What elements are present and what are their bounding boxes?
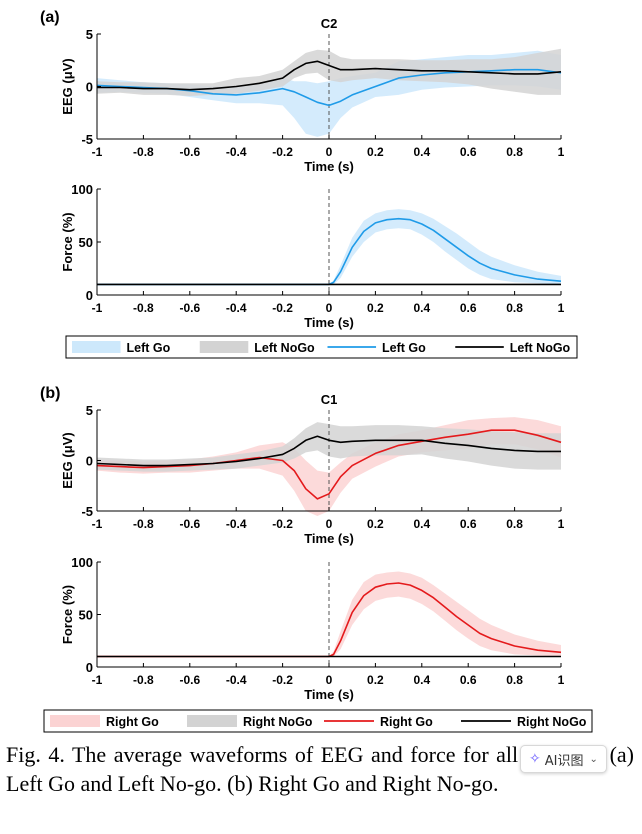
legend-box <box>65 335 578 359</box>
y-axis-label: EEG (μV) <box>60 432 75 488</box>
legend-entry-label: Right Go <box>380 715 433 729</box>
x-tick-label: -0.6 <box>179 145 200 159</box>
x-tick-label: 0 <box>326 301 333 315</box>
x-tick-label: 0 <box>326 673 333 687</box>
series-line-right-nogo <box>96 435 561 467</box>
x-tick-label: 0.8 <box>506 145 523 159</box>
legend-entry-label: Left Go <box>127 341 171 355</box>
x-tick-label: -0.6 <box>179 517 200 531</box>
x-tick-label: 0.2 <box>367 517 384 531</box>
legend-entry-label: Right Go <box>106 715 159 729</box>
y-axis-label: Force (%) <box>60 585 75 644</box>
y-axis-label: Force (%) <box>60 212 75 271</box>
x-tick-label: 0.6 <box>460 673 477 687</box>
series-line-left-go <box>97 217 562 286</box>
x-tick-label: -0.4 <box>226 145 247 159</box>
legend-swatch-band <box>187 715 237 727</box>
x-tick-label: 0.4 <box>413 517 430 531</box>
x-axis-label: Time (s) <box>304 315 354 330</box>
x-tick-label: 0 <box>326 145 333 159</box>
x-tick-label: 1 <box>558 145 565 159</box>
legend-entry-label: Left NoGo <box>510 341 571 355</box>
x-tick-label: 0.2 <box>367 145 384 159</box>
x-tick-label: 1 <box>558 517 565 531</box>
x-tick-label: -1 <box>92 145 103 159</box>
x-axis-label: Time (s) <box>304 531 354 546</box>
band-left-go <box>97 209 561 285</box>
legend-swatch-band <box>199 341 249 353</box>
x-tick-label: 0.2 <box>367 673 384 687</box>
legend-entry-label: Right NoGo <box>243 715 313 729</box>
x-tick-label: -0.2 <box>272 301 293 315</box>
legend-entry-label: Left NoGo <box>254 341 315 355</box>
x-tick-label: -1 <box>92 301 103 315</box>
x-tick-label: -0.8 <box>133 517 154 531</box>
series-line-right-go <box>97 582 562 658</box>
y-tick-label: -5 <box>81 504 93 519</box>
y-tick-label: 50 <box>79 235 93 250</box>
x-tick-label: -0.8 <box>133 145 154 159</box>
x-tick-label: 0.4 <box>413 145 430 159</box>
eeg-force-figure: (a) -1 -0.8 -0.6 -0.4 -0.2 0 0.2 0.4 0.6 0.8 1 -5 0 5 T… <box>40 9 593 733</box>
x-tick-label: -0.2 <box>272 673 293 687</box>
x-tick-label: -0.2 <box>272 145 293 159</box>
y-tick-label: 5 <box>86 403 93 418</box>
x-axis-label: Time (s) <box>304 687 354 702</box>
x-tick-label: -0.8 <box>133 673 154 687</box>
x-tick-label: -0.6 <box>179 301 200 315</box>
x-tick-label: 0.8 <box>506 301 523 315</box>
x-tick-label: 0.6 <box>460 517 477 531</box>
electrode-label: C2 <box>321 16 338 31</box>
panel-label: (b) <box>40 385 60 402</box>
x-tick-label: -0.4 <box>226 673 247 687</box>
y-tick-label: 50 <box>79 608 93 623</box>
band-right-go <box>97 571 561 657</box>
x-tick-label: 1 <box>558 301 565 315</box>
x-tick-label: -0.8 <box>133 301 154 315</box>
y-tick-label: 0 <box>86 660 93 675</box>
legend-entry-label: Left Go <box>382 341 426 355</box>
legend-box <box>43 709 593 733</box>
y-tick-label: 0 <box>86 288 93 303</box>
x-tick-label: 0.4 <box>413 673 430 687</box>
x-tick-label: 0.8 <box>506 673 523 687</box>
ai-image-recognition-button[interactable]: ✧ AI识图 ⌄ <box>520 745 607 773</box>
legend-entry-label: Right NoGo <box>517 715 587 729</box>
y-tick-label: 100 <box>71 555 93 570</box>
x-tick-label: 0 <box>326 517 333 531</box>
x-tick-label: -0.4 <box>226 301 247 315</box>
x-axis-label: Time (s) <box>304 159 354 174</box>
y-tick-label: 5 <box>86 27 93 42</box>
y-tick-label: 0 <box>86 80 93 95</box>
x-tick-label: 0.6 <box>460 145 477 159</box>
y-tick-label: 0 <box>86 454 93 469</box>
x-tick-label: -0.4 <box>226 517 247 531</box>
x-tick-label: -0.6 <box>179 673 200 687</box>
legend-swatch-band <box>50 715 100 727</box>
x-tick-label: 0.2 <box>367 301 384 315</box>
x-tick-label: -1 <box>92 517 103 531</box>
x-tick-label: 0.4 <box>413 301 430 315</box>
x-tick-label: 0.8 <box>506 517 523 531</box>
legend-swatch-band <box>72 341 121 353</box>
panel-label: (a) <box>40 9 60 26</box>
ai-widget-label: AI识图 <box>544 753 584 769</box>
sparkle-icon: ✧ <box>529 751 541 767</box>
y-tick-label: 100 <box>71 182 93 197</box>
series-line-left-nogo <box>97 60 562 91</box>
x-tick-label: 0.6 <box>460 301 477 315</box>
x-tick-label: -0.2 <box>272 517 293 531</box>
y-axis-label: EEG (μV) <box>60 58 75 114</box>
electrode-label: C1 <box>321 392 338 407</box>
series-line-right-go <box>96 429 562 500</box>
x-tick-label: 1 <box>558 673 565 687</box>
x-tick-label: -1 <box>92 673 103 687</box>
y-tick-label: -5 <box>81 132 93 147</box>
chevron-down-icon: ⌄ <box>589 753 598 765</box>
